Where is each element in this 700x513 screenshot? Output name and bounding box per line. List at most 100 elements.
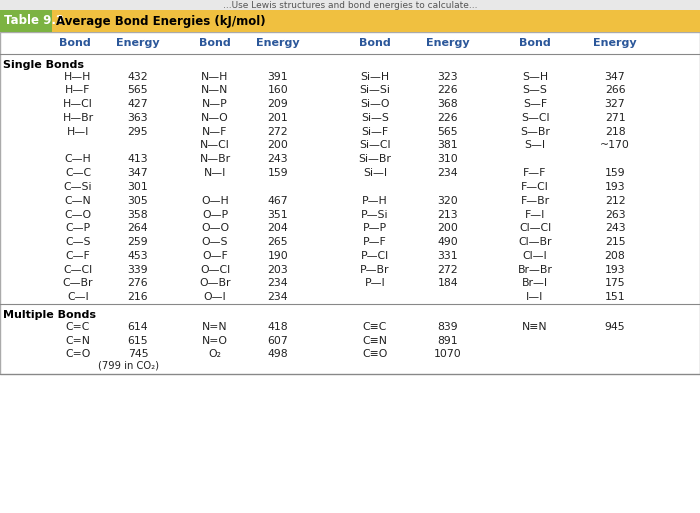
Text: Br—Br: Br—Br: [517, 265, 552, 274]
Text: N—Cl: N—Cl: [200, 141, 230, 150]
Text: 368: 368: [438, 99, 458, 109]
Text: Si—Br: Si—Br: [358, 154, 391, 164]
Text: Si—H: Si—H: [360, 71, 390, 82]
Text: 151: 151: [605, 292, 625, 302]
Text: 891: 891: [438, 336, 458, 346]
Text: 226: 226: [438, 113, 458, 123]
Text: ...Use Lewis structures and bond energies to calculate...: ...Use Lewis structures and bond energie…: [223, 1, 477, 10]
Text: (799 in CO₂): (799 in CO₂): [97, 360, 158, 370]
Text: 212: 212: [605, 195, 625, 206]
Text: S—Br: S—Br: [520, 127, 550, 136]
Text: 234: 234: [438, 168, 458, 178]
Text: Si—O: Si—O: [360, 99, 390, 109]
Text: N—P: N—P: [202, 99, 228, 109]
Text: Cl—Cl: Cl—Cl: [519, 223, 551, 233]
Text: N≡N: N≡N: [522, 322, 548, 332]
Text: Bond: Bond: [519, 38, 551, 48]
Text: C—I: C—I: [67, 292, 89, 302]
Text: Si—I: Si—I: [363, 168, 387, 178]
Text: C—F: C—F: [66, 251, 90, 261]
Text: 323: 323: [438, 71, 458, 82]
Text: S—F: S—F: [523, 99, 547, 109]
Text: C=N: C=N: [66, 336, 90, 346]
Text: 160: 160: [267, 85, 288, 95]
Text: N—Br: N—Br: [199, 154, 230, 164]
Bar: [0, 10, 52, 32]
Text: I—I: I—I: [526, 292, 544, 302]
Bar: [52, 10, 700, 32]
Text: 266: 266: [605, 85, 625, 95]
Text: 234: 234: [267, 279, 288, 288]
Text: S—H: S—H: [522, 71, 548, 82]
Text: 418: 418: [267, 322, 288, 332]
Text: C—O: C—O: [64, 209, 92, 220]
Text: 271: 271: [605, 113, 625, 123]
Text: P—F: P—F: [363, 237, 387, 247]
Text: Multiple Bonds: Multiple Bonds: [3, 310, 96, 320]
Text: 243: 243: [267, 154, 288, 164]
Text: 203: 203: [267, 265, 288, 274]
Text: Energy: Energy: [116, 38, 160, 48]
Text: 320: 320: [438, 195, 458, 206]
Text: P—H: P—H: [362, 195, 388, 206]
Text: 498: 498: [267, 349, 288, 360]
Text: 615: 615: [127, 336, 148, 346]
Text: O—O: O—O: [201, 223, 229, 233]
Text: H—H: H—H: [64, 71, 92, 82]
Text: S—I: S—I: [524, 141, 545, 150]
Text: 565: 565: [127, 85, 148, 95]
Text: 204: 204: [267, 223, 288, 233]
Text: C—S: C—S: [65, 237, 91, 247]
Text: 264: 264: [127, 223, 148, 233]
Text: 200: 200: [267, 141, 288, 150]
Text: O—Br: O—Br: [199, 279, 231, 288]
Text: 351: 351: [267, 209, 288, 220]
Text: Bond: Bond: [359, 38, 391, 48]
Bar: [0, 0, 700, 10]
Text: 272: 272: [438, 265, 458, 274]
Text: 213: 213: [438, 209, 458, 220]
Text: H—Br: H—Br: [62, 113, 94, 123]
Text: Average Bond Energies (kJ/mol): Average Bond Energies (kJ/mol): [56, 14, 265, 28]
Text: 305: 305: [127, 195, 148, 206]
Text: P—Cl: P—Cl: [361, 251, 389, 261]
Text: 391: 391: [267, 71, 288, 82]
Text: H—I: H—I: [66, 127, 89, 136]
Text: P—P: P—P: [363, 223, 387, 233]
Text: P—I: P—I: [365, 279, 386, 288]
Text: C≡O: C≡O: [363, 349, 388, 360]
Text: C—N: C—N: [64, 195, 92, 206]
Text: 215: 215: [605, 237, 625, 247]
Text: 363: 363: [127, 113, 148, 123]
Text: 381: 381: [438, 141, 458, 150]
Text: C—Si: C—Si: [64, 182, 92, 192]
Text: 432: 432: [127, 71, 148, 82]
Text: Br—I: Br—I: [522, 279, 548, 288]
Text: 358: 358: [127, 209, 148, 220]
Text: 259: 259: [127, 237, 148, 247]
Text: P—Br: P—Br: [360, 265, 390, 274]
Text: N—N: N—N: [202, 85, 229, 95]
Text: F—F: F—F: [524, 168, 547, 178]
Text: 159: 159: [605, 168, 625, 178]
Text: 209: 209: [267, 99, 288, 109]
Text: S—S: S—S: [523, 85, 547, 95]
Text: 276: 276: [127, 279, 148, 288]
Text: Cl—I: Cl—I: [523, 251, 547, 261]
Text: ~170: ~170: [600, 141, 630, 150]
Text: 331: 331: [438, 251, 458, 261]
Text: 490: 490: [438, 237, 458, 247]
Text: 218: 218: [605, 127, 625, 136]
Text: O—P: O—P: [202, 209, 228, 220]
Text: Energy: Energy: [256, 38, 300, 48]
Text: N—H: N—H: [202, 71, 229, 82]
Text: C—Br: C—Br: [63, 279, 93, 288]
Text: Si—Cl: Si—Cl: [359, 141, 391, 150]
Text: 413: 413: [127, 154, 148, 164]
Text: 945: 945: [605, 322, 625, 332]
Text: 243: 243: [605, 223, 625, 233]
Text: 193: 193: [605, 182, 625, 192]
Text: 201: 201: [267, 113, 288, 123]
Text: 208: 208: [605, 251, 625, 261]
Text: Bond: Bond: [59, 38, 91, 48]
